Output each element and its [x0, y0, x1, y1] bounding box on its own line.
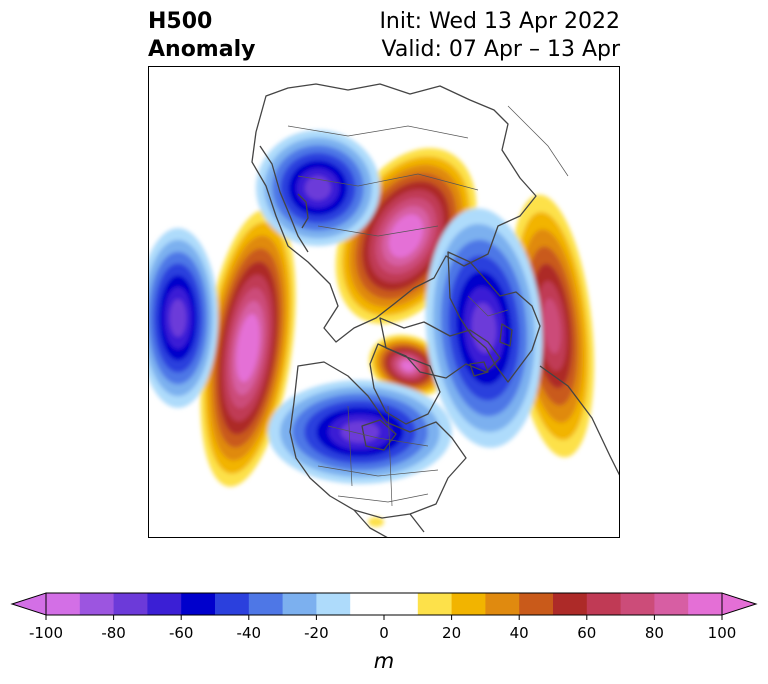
colorbar-bin — [350, 593, 385, 615]
colorbar-bin — [417, 593, 452, 615]
anomaly-negative — [268, 380, 452, 484]
coastlines — [251, 83, 620, 538]
colorbar-extend-high — [721, 592, 758, 616]
colorbar-tick-label: 20 — [442, 624, 461, 642]
colorbar-bin — [620, 593, 655, 615]
map-frame — [148, 66, 620, 538]
anomaly-map — [148, 66, 620, 538]
borders — [287, 105, 569, 507]
colorbar-unit: m — [374, 649, 394, 673]
title-field: Anomaly — [148, 37, 256, 62]
colorbar-bin — [553, 593, 588, 615]
anomaly-negative — [148, 228, 218, 408]
colorbar-bin — [586, 593, 621, 615]
valid-period: Valid: 07 Apr – 13 Apr — [381, 37, 621, 62]
colorbar-tick-label: 60 — [577, 624, 596, 642]
colorbar-bin — [519, 593, 554, 615]
colorbar-tick-label: -60 — [169, 624, 194, 642]
colorbar-ticks: -100 -80 -60 -40 -20 0 20 40 60 80 100 — [29, 615, 736, 642]
contour-level — [169, 299, 187, 337]
colorbar-bin — [113, 593, 148, 615]
anomaly-contours — [148, 130, 595, 527]
colorbar-tick-label: -20 — [304, 624, 329, 642]
contour-level — [401, 360, 415, 372]
title-left: H500 Anomaly — [148, 8, 255, 64]
contour-level — [340, 421, 380, 443]
anomaly-positive — [369, 334, 447, 398]
colorbar-tick-label: -80 — [101, 624, 126, 642]
colorbar-tick-label: -40 — [237, 624, 262, 642]
colorbar-tick-label: 40 — [510, 624, 529, 642]
colorbar-bin — [688, 593, 723, 615]
contour-level — [543, 298, 561, 354]
colorbar-bin — [451, 593, 486, 615]
colorbar-bin — [282, 593, 317, 615]
colorbar-bin — [46, 593, 81, 615]
colorbar-bins — [10, 592, 758, 616]
contour-level — [240, 327, 256, 369]
anomaly-negative — [256, 130, 380, 246]
colorbar-tick-label: -100 — [29, 624, 63, 642]
colorbar-tick-label: 0 — [379, 624, 389, 642]
init-time: Init: Wed 13 Apr 2022 — [379, 9, 620, 34]
colorbar-bin — [181, 593, 216, 615]
colorbar-tick-label: 80 — [645, 624, 664, 642]
title-variable: H500 — [148, 9, 213, 34]
colorbar-bin — [79, 593, 114, 615]
colorbar-bin — [384, 593, 419, 615]
colorbar-extend-low — [10, 592, 47, 616]
colorbar-bin — [248, 593, 283, 615]
colorbar-bin — [654, 593, 689, 615]
colorbar-bin — [215, 593, 250, 615]
colorbar-tick-label: 100 — [708, 624, 737, 642]
colorbar: -100 -80 -60 -40 -20 0 20 40 60 80 100 m — [10, 592, 758, 673]
colorbar-bin — [485, 593, 520, 615]
title-right: Init: Wed 13 Apr 2022 Valid: 07 Apr – 13… — [379, 8, 620, 64]
contour-level — [368, 517, 384, 527]
colorbar-bin — [147, 593, 182, 615]
contour-level — [304, 175, 332, 201]
contour-level — [395, 222, 417, 250]
colorbar-bin — [316, 593, 351, 615]
